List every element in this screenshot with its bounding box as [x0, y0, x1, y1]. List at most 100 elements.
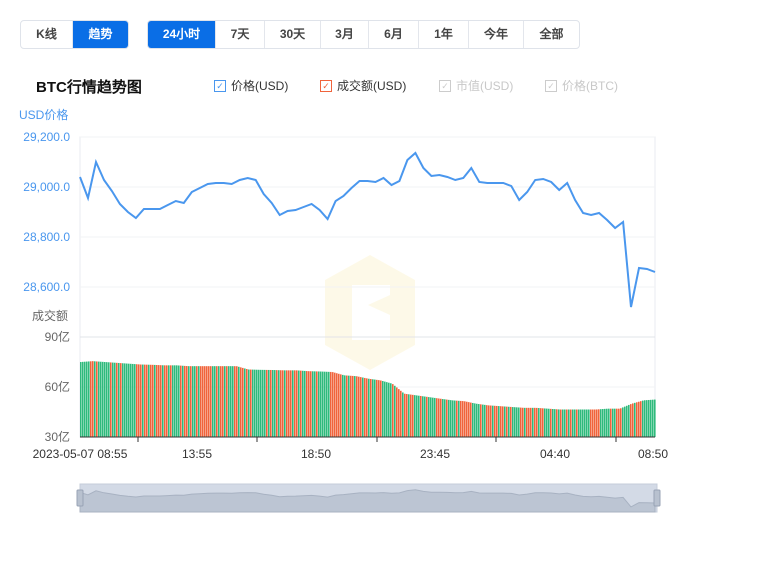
volume-bar [176, 365, 178, 437]
volume-bar [528, 407, 530, 437]
volume-bar [90, 361, 92, 437]
volume-bar [462, 401, 464, 437]
tab-3m[interactable]: 3月 [321, 21, 369, 48]
tab-ytd[interactable]: 今年 [469, 21, 524, 48]
volume-bar [564, 409, 566, 437]
volume-bar [562, 409, 564, 437]
price-tick-label: 28,800.0 [23, 230, 70, 244]
volume-bar [486, 405, 488, 437]
volume-bar [370, 379, 372, 437]
volume-bar [614, 408, 616, 437]
zoom-slider[interactable] [76, 483, 661, 513]
volume-bar [558, 409, 560, 437]
volume-bar [166, 365, 168, 437]
slider-left-handle[interactable] [76, 489, 84, 507]
volume-bar [466, 401, 468, 437]
tab-6m[interactable]: 6月 [369, 21, 419, 48]
volume-bar [650, 399, 652, 437]
volume-bar [346, 375, 348, 437]
x-tick-label: 18:50 [301, 447, 331, 461]
volume-bar [202, 366, 204, 437]
volume-bar [444, 399, 446, 437]
tab-all[interactable]: 全部 [539, 27, 564, 41]
tab-kline[interactable]: K线 [21, 21, 73, 48]
volume-bar [498, 406, 500, 437]
volume-bar [104, 362, 106, 437]
volume-bar [630, 404, 632, 437]
watermark-logo [325, 255, 415, 370]
volume-bar [168, 365, 170, 437]
legend-label: 成交额(USD) [337, 79, 407, 93]
volume-bar [492, 405, 494, 437]
volume-bar [236, 366, 238, 437]
volume-bar [324, 371, 326, 437]
volume-bar [392, 384, 394, 437]
legend-price-btc[interactable]: ✓ 价格(BTC) [545, 77, 618, 94]
volume-bar [320, 371, 322, 437]
tab-24h[interactable]: 24小时 [148, 21, 216, 48]
legend-price-usd[interactable]: ✓ 价格(USD) [214, 77, 288, 94]
volume-bar [160, 365, 162, 437]
volume-bar [496, 405, 498, 437]
volume-bar [350, 375, 352, 437]
volume-bar [526, 407, 528, 437]
volume-bar [416, 395, 418, 437]
volume-bar [256, 369, 258, 437]
volume-bar [144, 364, 146, 437]
legend-marketcap-usd[interactable]: ✓ 市值(USD) [439, 77, 513, 94]
volume-bar [584, 409, 586, 437]
volume-bar [410, 394, 412, 437]
volume-bar [480, 404, 482, 437]
volume-bar [620, 408, 622, 437]
volume-bar [304, 370, 306, 437]
tab-30d[interactable]: 30天 [265, 21, 321, 48]
volume-bar [98, 361, 100, 437]
tab-trend[interactable]: 趋势 [73, 21, 128, 48]
volume-bar [450, 400, 452, 437]
volume-bar [134, 364, 136, 437]
volume-bar [612, 408, 614, 437]
volume-bar [538, 408, 540, 437]
volume-bar [240, 367, 242, 437]
volume-bar [652, 399, 654, 437]
volume-bar [430, 397, 432, 437]
legend-volume-usd[interactable]: ✓ 成交额(USD) [320, 77, 406, 94]
volume-bar [378, 380, 380, 437]
volume-bar [142, 364, 144, 437]
volume-bar [102, 361, 104, 437]
volume-bar [232, 366, 234, 437]
volume-bar [108, 362, 110, 437]
volume-bar [376, 379, 378, 437]
volume-bar [632, 403, 634, 437]
tab-7d[interactable]: 7天 [216, 21, 265, 48]
volume-bar [458, 400, 460, 437]
volume-bar [156, 365, 158, 437]
volume-bar [470, 402, 472, 437]
volume-bar [340, 374, 342, 437]
volume-bar [448, 399, 450, 437]
slider-right-handle[interactable] [653, 489, 661, 507]
volume-bar [398, 389, 400, 437]
volume-bar [246, 369, 248, 437]
volume-bar [582, 409, 584, 437]
legend-label: 价格(USD) [231, 79, 289, 93]
volume-bar [238, 366, 240, 437]
volume-bar [500, 406, 502, 437]
volume-bar [488, 405, 490, 437]
volume-bar [566, 409, 568, 437]
volume-bar [184, 365, 186, 437]
volume-bar [400, 390, 402, 437]
tab-1y[interactable]: 1年 [419, 21, 469, 48]
volume-bar [428, 397, 430, 437]
volume-bar [214, 366, 216, 437]
volume-bar [544, 408, 546, 437]
x-tick-label: 23:45 [420, 447, 450, 461]
volume-bar [454, 400, 456, 437]
volume-bar [440, 398, 442, 437]
volume-bar [602, 409, 604, 437]
volume-bar [452, 400, 454, 437]
volume-bar [80, 362, 82, 437]
volume-tick-label: 30亿 [45, 429, 70, 444]
volume-bar [88, 361, 90, 437]
volume-bar [222, 366, 224, 437]
